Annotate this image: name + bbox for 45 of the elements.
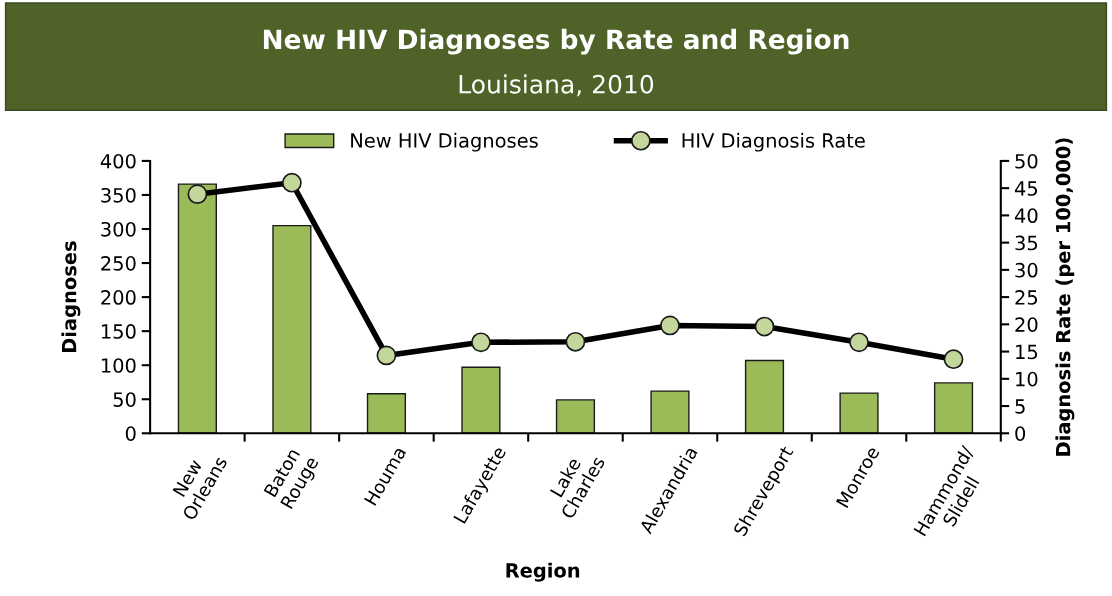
y2-tick-label: 40 xyxy=(1014,208,1038,224)
chart-subtitle: Louisiana, 2010 xyxy=(459,74,654,97)
bar xyxy=(650,390,690,434)
y-axis-title: Diagnoses xyxy=(61,241,81,353)
bar xyxy=(744,359,785,434)
bar xyxy=(839,392,879,434)
point xyxy=(754,316,775,337)
y2-tick-label: 5 xyxy=(1015,399,1025,414)
point xyxy=(943,349,964,370)
y2-tick-label: 35 xyxy=(1015,235,1038,251)
y-tick-label: 350 xyxy=(101,187,136,203)
y2-tick-label: 30 xyxy=(1015,262,1038,278)
y2-tick-label: 25 xyxy=(1015,290,1038,305)
point xyxy=(660,315,680,336)
y2-axis-title: Diagnosis Rate (per 100,000) xyxy=(1055,138,1075,456)
y-tick-label: 200 xyxy=(101,290,136,305)
y-tick-label: 400 xyxy=(100,153,136,169)
bar xyxy=(272,224,312,434)
y2-tick-label: 10 xyxy=(1016,371,1038,387)
y2-tick-label: 0 xyxy=(1015,426,1026,441)
point xyxy=(849,332,869,353)
y-tick-label: 300 xyxy=(101,221,136,237)
point xyxy=(282,172,302,193)
point xyxy=(376,345,397,366)
point xyxy=(471,332,491,353)
y-tick-label: 0 xyxy=(125,426,136,441)
legend-label: New HIV Diagnoses xyxy=(351,132,538,152)
bar xyxy=(461,366,501,434)
bar xyxy=(933,382,974,434)
y-tick-label: 50 xyxy=(113,392,136,407)
bar xyxy=(366,393,407,434)
point xyxy=(187,184,208,205)
chart-title: New HIV Diagnoses by Rate and Region xyxy=(263,28,849,55)
y-tick-label: 250 xyxy=(101,256,136,271)
y-tick-label: 100 xyxy=(101,358,136,373)
x-axis-title: Region xyxy=(506,562,580,582)
y2-tick-label: 15 xyxy=(1016,344,1038,360)
legend-label: HIV Diagnosis Rate xyxy=(682,132,865,152)
y2-tick-label: 45 xyxy=(1014,181,1038,196)
y2-tick-label: 20 xyxy=(1015,317,1038,333)
bar xyxy=(555,399,596,434)
y-tick-label: 150 xyxy=(101,324,136,339)
point xyxy=(565,331,586,352)
y2-tick-label: 50 xyxy=(1015,153,1038,169)
bar xyxy=(177,183,217,434)
